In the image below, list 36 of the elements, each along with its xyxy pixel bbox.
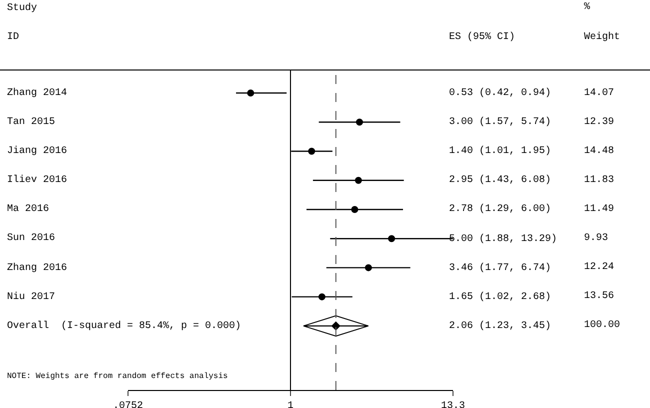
text: 14.07 <box>584 88 614 99</box>
y-tick-label: Zhang 2014 <box>7 87 68 99</box>
text: ES (95% CI) <box>449 31 516 43</box>
annotation: 3.46 (1.77, 6.74) <box>449 262 552 274</box>
x-tick-label: 1 <box>287 401 294 408</box>
annotation: 2.95 (1.43, 6.08) <box>449 174 552 186</box>
text: 12.24 <box>584 262 614 273</box>
y-tick-label: Jiang 2016 <box>7 145 68 157</box>
y-tick-label: Iliev 2016 <box>7 174 68 186</box>
annotation: 2.78 (1.29, 6.00) <box>449 203 552 215</box>
x-tick-label: 13.3 <box>440 401 466 408</box>
annotation: 2.06 (1.23, 3.45) <box>449 320 552 332</box>
text: 100.00 <box>584 320 620 331</box>
annotation: 0.53 (0.42, 0.94) <box>449 87 552 99</box>
text: % <box>584 2 590 13</box>
text: 13.56 <box>584 291 614 302</box>
y-tick-label: Zhang 2016 <box>7 262 68 274</box>
text: 14.48 <box>584 146 614 157</box>
text: 9.93 <box>584 233 608 244</box>
y-tick-label: Ma 2016 <box>7 204 50 215</box>
y-tick-label: Tan 2015 <box>7 117 56 128</box>
annotation: 5.00 (1.88, 13.29) <box>449 233 558 245</box>
annotation: 1.65 (1.02, 2.68) <box>449 291 552 303</box>
text: 11.49 <box>584 204 614 215</box>
text: NOTE: Weights are from random effects analysis <box>7 372 228 381</box>
text: Weight <box>584 31 620 43</box>
text: 12.39 <box>584 117 614 128</box>
annotation: 3.00 (1.57, 5.74) <box>449 116 552 128</box>
y-tick-label: Overall (I-squared = 85.4%, p = 0.000) <box>7 320 242 332</box>
x-tick-label: .0752 <box>112 401 144 408</box>
annotation: 1.40 (1.01, 1.95) <box>449 145 552 157</box>
y-tick-label: Sun 2016 <box>7 233 56 244</box>
text: Study <box>7 2 38 14</box>
text: ID <box>7 32 20 43</box>
text: 11.83 <box>584 175 614 186</box>
y-tick-label: Niu 2017 <box>7 291 56 303</box>
